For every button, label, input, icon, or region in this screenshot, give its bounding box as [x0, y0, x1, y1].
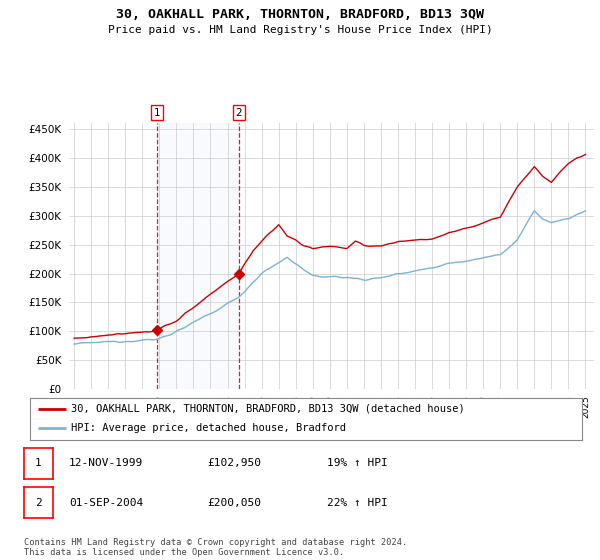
Text: 2: 2 [236, 108, 242, 118]
Text: 22% ↑ HPI: 22% ↑ HPI [327, 498, 388, 507]
Text: £102,950: £102,950 [207, 459, 261, 468]
Text: 2: 2 [35, 498, 42, 507]
Text: 1: 1 [35, 459, 42, 468]
Text: 19% ↑ HPI: 19% ↑ HPI [327, 459, 388, 468]
Text: HPI: Average price, detached house, Bradford: HPI: Average price, detached house, Brad… [71, 423, 346, 433]
Text: 30, OAKHALL PARK, THORNTON, BRADFORD, BD13 3QW: 30, OAKHALL PARK, THORNTON, BRADFORD, BD… [116, 8, 484, 21]
Text: Price paid vs. HM Land Registry's House Price Index (HPI): Price paid vs. HM Land Registry's House … [107, 25, 493, 35]
Text: 1: 1 [154, 108, 160, 118]
Text: 01-SEP-2004: 01-SEP-2004 [69, 498, 143, 507]
Text: 30, OAKHALL PARK, THORNTON, BRADFORD, BD13 3QW (detached house): 30, OAKHALL PARK, THORNTON, BRADFORD, BD… [71, 404, 465, 414]
Text: £200,050: £200,050 [207, 498, 261, 507]
Bar [157, 123, 239, 389]
Text: 12-NOV-1999: 12-NOV-1999 [69, 459, 143, 468]
Text: Contains HM Land Registry data © Crown copyright and database right 2024.
This d: Contains HM Land Registry data © Crown c… [24, 538, 407, 557]
